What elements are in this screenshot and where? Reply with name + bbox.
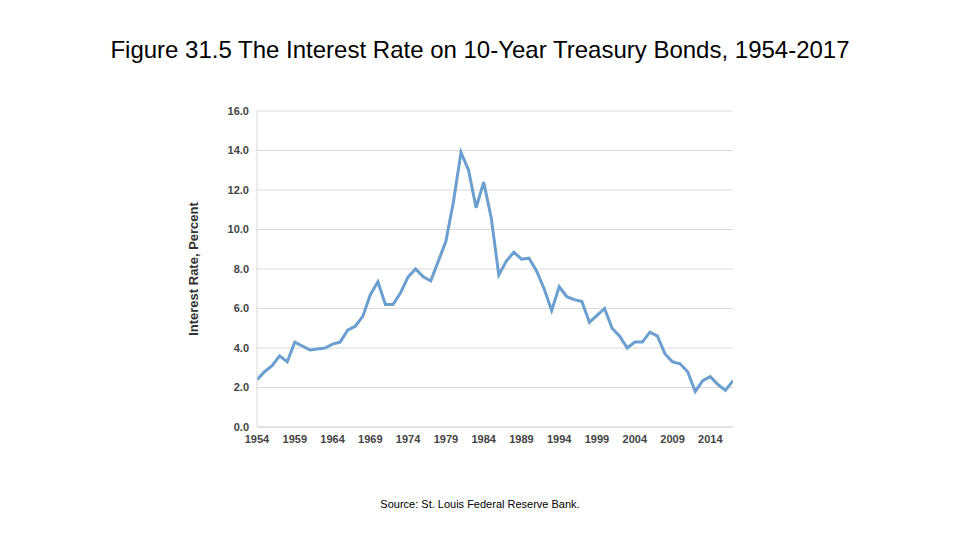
svg-text:1969: 1969 <box>358 433 382 445</box>
svg-text:1984: 1984 <box>471 433 496 445</box>
html-text:Figure 31.5 The Interest Rate: Figure 31.5 The Interest Rate on 10-Year… <box>110 36 850 63</box>
svg-text:2009: 2009 <box>660 433 684 445</box>
svg-text:2014: 2014 <box>698 433 723 445</box>
svg-text:2.0: 2.0 <box>234 381 249 393</box>
svg-text:Interest Rate, Percent: Interest Rate, Percent <box>187 202 201 336</box>
svg-text:1974: 1974 <box>396 433 421 445</box>
svg-text:1979: 1979 <box>434 433 458 445</box>
svg-text:1959: 1959 <box>283 433 307 445</box>
svg-text:0.0: 0.0 <box>234 421 249 433</box>
svg-text:4.0: 4.0 <box>234 342 249 354</box>
svg-text:14.0: 14.0 <box>228 144 249 156</box>
svg-text:1994: 1994 <box>547 433 572 445</box>
svg-text:1954: 1954 <box>245 433 270 445</box>
svg-text:1989: 1989 <box>509 433 533 445</box>
svg-text:2004: 2004 <box>623 433 648 445</box>
svg-text:6.0: 6.0 <box>234 302 249 314</box>
html-text:Source: St. Louis Federal Rese: Source: St. Louis Federal Reserve Bank. <box>380 498 580 510</box>
svg-text:16.0: 16.0 <box>228 105 249 117</box>
svg-text:12.0: 12.0 <box>228 184 249 196</box>
svg-text:8.0: 8.0 <box>234 263 249 275</box>
svg-text:10.0: 10.0 <box>228 223 249 235</box>
svg-text:1964: 1964 <box>320 433 345 445</box>
svg-text:1999: 1999 <box>585 433 609 445</box>
